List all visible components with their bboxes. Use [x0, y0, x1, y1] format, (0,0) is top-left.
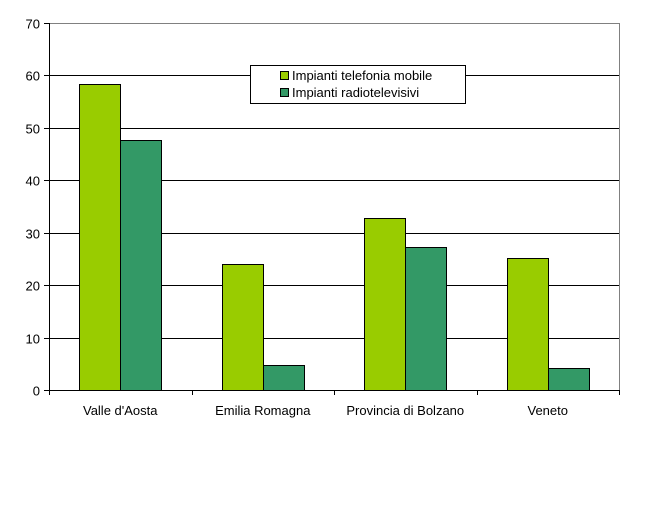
bar-radiotelevisivi — [263, 365, 305, 391]
legend-swatch — [280, 88, 289, 97]
x-tick-label: Valle d'Aosta — [83, 403, 158, 418]
y-tick-label: 20 — [26, 279, 40, 294]
y-tick-label: 10 — [26, 332, 40, 347]
x-tick-label: Emilia Romagna — [215, 403, 311, 418]
bar-telefonia-mobile — [507, 258, 549, 391]
y-tick-label: 50 — [26, 122, 40, 137]
y-tick-label: 30 — [26, 227, 40, 242]
y-tick-label: 0 — [33, 384, 40, 399]
bar-radiotelevisivi — [548, 368, 590, 391]
y-tick-label: 70 — [26, 17, 40, 32]
axes: 0 10 20 30 40 50 60 70 Valle d'Aosta Emilia Romag… — [26, 17, 620, 418]
bar-radiotelevisivi — [120, 140, 162, 391]
bar-telefonia-mobile — [79, 84, 121, 391]
y-tick-label: 40 — [26, 174, 40, 189]
x-tick-label: Provincia di Bolzano — [346, 403, 464, 418]
legend-label: Impianti telefonia mobile — [292, 68, 432, 83]
bar-telefonia-mobile — [364, 218, 406, 391]
legend-label: Impianti radiotelevisivi — [292, 85, 419, 100]
legend: Impianti telefonia mobile Impianti radiot… — [250, 65, 466, 104]
bar-radiotelevisivi — [405, 247, 447, 391]
bar-telefonia-mobile — [222, 264, 264, 391]
y-tick-label: 60 — [26, 69, 40, 84]
x-tick-label: Veneto — [528, 403, 569, 418]
legend-swatch — [280, 71, 289, 80]
bars — [79, 84, 590, 391]
